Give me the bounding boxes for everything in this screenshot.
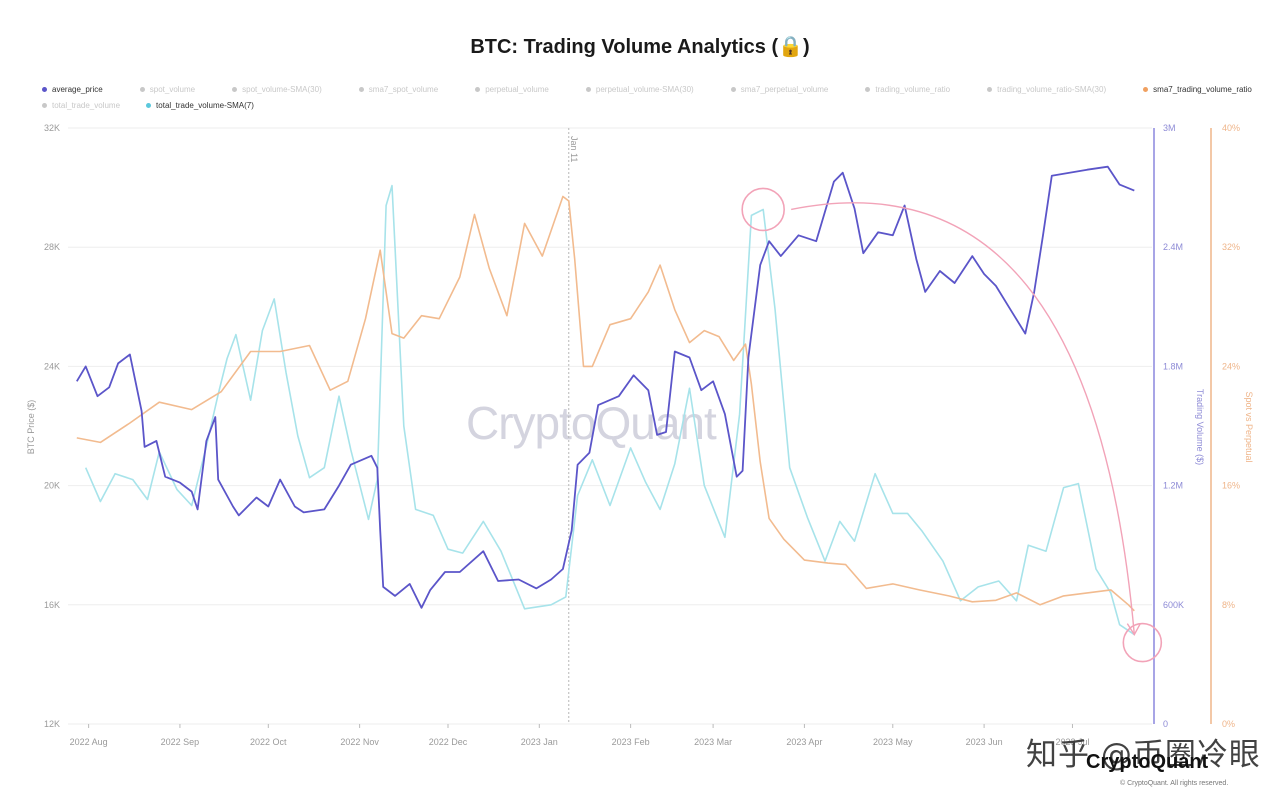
legend-dot-icon [42,86,47,92]
annotation-circle-end [1122,622,1163,663]
legend-dot-icon [585,86,591,92]
legend-dot-icon [1143,86,1149,92]
legend-label: spot_volume [149,84,196,94]
x-tick-label: 2023 Mar [694,737,732,747]
legend-row-2: total_trade_volume total_trade_volume-SMA… [42,99,1252,111]
x-tick-label: 2023 Jan [521,737,558,747]
legend-dot-icon [139,86,145,92]
middle-tick-label: 600K [1163,600,1184,610]
legend-item-perpetual-volume-sma-30-[interactable]: perpetual_volume-SMA(30) [585,84,694,94]
left-tick-label: 12K [44,719,60,729]
legend-label: sma7_perpetual_volume [740,84,829,94]
x-tick-label: 2023 Apr [786,737,822,747]
legend-dot-icon [232,86,238,92]
legend-item-average-price[interactable]: average_price [42,85,103,94]
left-axis-title: BTC Price ($) [26,400,36,455]
right-tick-label: 16% [1222,481,1240,491]
right-tick-label: 24% [1222,361,1240,371]
x-tick-label: 2022 Sep [161,737,200,747]
right-tick-label: 40% [1222,123,1240,133]
middle-tick-label: 1.8M [1163,361,1183,371]
left-tick-label: 24K [44,361,60,371]
legend-label: total_trade_volume [52,100,121,110]
legend-label: trading_volume_ratio-SMA(30) [997,84,1107,94]
legend-label: trading_volume_ratio [875,84,951,94]
legend-label: sma7_spot_volume [368,84,439,94]
copyright-text: © CryptoQuant. All rights reserved. [1120,780,1229,787]
legend-label: spot_volume-SMA(30) [242,84,322,94]
x-tick-label: 2022 Oct [250,737,287,747]
series-line-total-trade-volume-sma7 [84,184,1135,636]
overlay-text-watermark: 知乎 @币圈冷眼 [1026,737,1261,773]
brand-logo: CryptoQuant [1086,751,1209,773]
legend-label: sma7_trading_volume_ratio [1153,84,1252,94]
legend-item-spot-volume-sma-30-[interactable]: spot_volume-SMA(30) [232,85,322,94]
x-tick-label: 2023 Jun [966,737,1003,747]
legend-item-trading-volume-ratio[interactable]: trading_volume_ratio [865,85,950,94]
legend: average_price spot_volume spot_volume-SMA(… [42,83,1252,111]
legend-dot-icon [865,86,871,92]
middle-tick-label: 3M [1163,123,1176,133]
x-tick-label: 2022 Aug [70,737,108,747]
x-tick-label: 2023 Jul [1055,737,1089,747]
right-axis-title: Spot vs Perpetual [1244,391,1254,462]
legend-item-sma7-trading-volume-ratio[interactable]: sma7_trading_volume_ratio [1143,85,1252,94]
x-tick-label: 2023 Feb [612,737,650,747]
middle-tick-label: 2.4M [1163,242,1183,252]
legend-dot-icon [730,86,736,92]
left-tick-label: 32K [44,123,60,133]
legend-label: perpetual_volume [485,84,549,94]
legend-item-sma7-spot-volume[interactable]: sma7_spot_volume [358,84,439,94]
legend-item-trading-volume-ratio-sma-30-[interactable]: trading_volume_ratio-SMA(30) [987,85,1106,94]
legend-dot-icon [358,86,364,92]
left-tick-label: 20K [44,481,60,491]
annotation-arrowhead-icon [1126,623,1141,636]
x-tick-label: 2022 Dec [429,737,468,747]
legend-row-1: average_price spot_volume spot_volume-SMA(… [42,83,1252,95]
legend-item-spot-volume[interactable]: spot_volume [139,84,196,94]
series-line-sma7-trading-volume-ratio [76,195,1135,612]
annotation-circle-peak [741,187,785,232]
legend-label: perpetual_volume-SMA(30) [595,84,694,94]
right-tick-label: 8% [1222,600,1235,610]
left-tick-label: 28K [44,242,60,252]
right-tick-label: 32% [1222,242,1240,252]
legend-dot-icon [987,86,993,92]
legend-dot-icon [42,102,47,108]
middle-tick-label: 0 [1163,719,1168,729]
legend-label: average_price [52,84,103,94]
middle-axis-title: Trading Volume ($) [1195,389,1205,465]
legend-dot-icon [475,86,481,92]
x-tick-label: 2023 May [873,737,913,747]
legend-item-sma7-perpetual-volume[interactable]: sma7_perpetual_volume [730,84,829,94]
left-tick-label: 16K [44,600,60,610]
x-tick-label: 2022 Nov [340,737,379,747]
legend-item-total-trade-volume-sma-7-[interactable]: total_trade_volume-SMA(7) [146,101,254,110]
legend-item-perpetual-volume[interactable]: perpetual_volume [475,85,549,94]
chart-title: BTC: Trading Volume Analytics (🔒) [470,36,810,58]
right-tick-label: 0% [1222,719,1235,729]
legend-dot-icon [146,102,152,108]
legend-item-total-trade-volume[interactable]: total_trade_volume [42,101,120,110]
annotation-arrow [791,202,1136,635]
legend-label: total_trade_volume-SMA(7) [156,100,254,110]
middle-tick-label: 1.2M [1163,481,1183,491]
vertical-marker-label: Jan 11 [569,136,579,162]
series-line-average-price [76,165,1135,609]
